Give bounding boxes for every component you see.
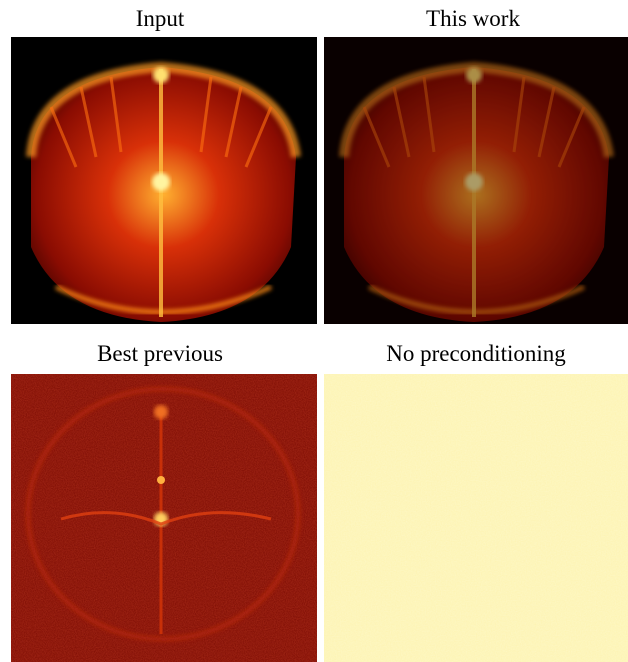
panel-title: Best previous xyxy=(97,341,223,366)
panel-title: Input xyxy=(136,6,185,31)
panel-title: No preconditioning xyxy=(386,341,566,366)
panel-title: This work xyxy=(426,6,520,31)
no-preconditioning-image xyxy=(324,374,628,662)
figure: Input This work Best previous No precond… xyxy=(0,0,628,662)
best-previous-image xyxy=(11,374,317,662)
input-image xyxy=(11,37,317,324)
this-work-image xyxy=(324,37,628,324)
